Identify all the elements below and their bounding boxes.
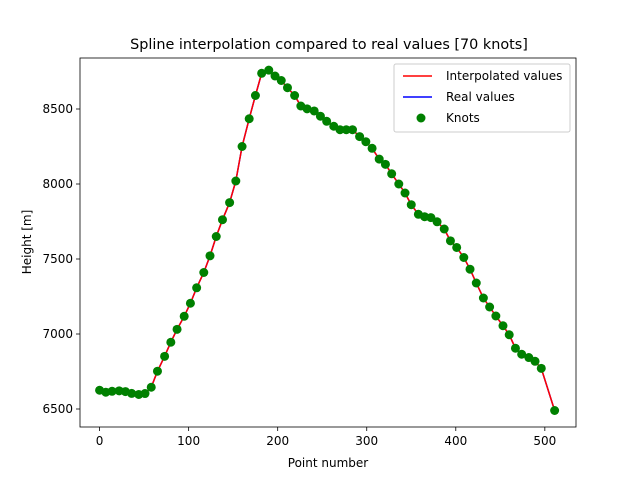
knot-point [237,142,247,151]
legend: Interpolated values Real values Knots [393,63,571,133]
knot-point [166,337,176,347]
knot-point [322,116,332,126]
y-tick-label: 7500 [42,252,73,266]
knot-point [536,363,546,373]
knot-point [199,268,209,277]
knot-point [264,65,274,75]
knot-point [211,232,221,241]
knot-point [347,125,357,135]
knot-point [250,91,260,100]
knot-point [107,386,117,396]
x-tick-label: 100 [177,434,200,448]
knot-point [335,125,345,135]
knot-point [244,114,254,124]
legend-label-knots: Knots [446,111,480,125]
y-axis-label: Height [m] [20,210,34,275]
knot-point [217,215,227,225]
knot-point [550,406,560,415]
knot-point [394,179,404,189]
knot-point [498,321,508,331]
knot-point [225,198,235,208]
knot-point [367,143,377,153]
series-knots [95,65,560,415]
knot-point [432,217,442,227]
knot-point [400,188,410,198]
x-axis: 0 100 200 300 400 500 [96,427,556,448]
knot-point [471,278,481,288]
y-tick-label: 8500 [42,102,73,116]
knot-point [192,283,202,293]
knot-point [205,251,215,261]
chart-title: Spline interpolation compared to real va… [130,37,528,53]
y-tick-label: 7000 [42,327,73,341]
x-tick-label: 200 [266,434,289,448]
x-tick-label: 400 [444,434,467,448]
knot-point [387,169,397,179]
knot-point [530,356,540,366]
knot-point [485,302,495,312]
knot-point [445,236,455,246]
knot-point [510,343,520,353]
x-tick-label: 300 [355,434,378,448]
legend-label-interpolated: Interpolated values [446,69,562,83]
knot-point [231,176,241,186]
knot-point [406,200,416,210]
legend-frame [393,63,571,133]
x-tick-label: 500 [533,434,556,448]
knot-point [185,298,195,308]
knot-point [374,154,384,164]
knot-point [309,106,319,116]
knot-point [140,389,150,399]
knot-point [380,159,390,169]
knot-point [302,104,312,114]
knot-point [504,330,514,340]
knot-point [439,224,449,234]
x-axis-label: Point number [288,456,369,470]
y-tick-label: 8000 [42,177,73,191]
knot-point [459,253,469,262]
knot-point [315,111,325,121]
legend-label-real: Real values [446,90,515,104]
knot-point [491,311,501,321]
knot-point [270,71,280,81]
knot-point [290,91,300,100]
knot-point [517,349,527,359]
knot-point [361,137,371,147]
legend-swatch-knots [416,113,426,123]
y-axis: 6500 7000 7500 8000 8500 [42,102,80,416]
knot-point [282,83,292,93]
knot-point [146,382,156,392]
knot-point [355,132,365,142]
knot-point [478,293,488,303]
y-tick-label: 6500 [42,402,73,416]
knot-point [276,76,286,85]
knot-point [341,125,351,135]
knot-point [465,264,475,274]
knot-point [172,324,182,334]
x-tick-label: 0 [96,434,104,448]
knot-point [160,351,170,361]
knot-point [452,242,462,252]
knot-point [152,366,162,376]
knot-point [257,68,267,78]
knot-point [179,311,189,321]
plot-frame [79,57,577,428]
knot-point [127,388,137,398]
